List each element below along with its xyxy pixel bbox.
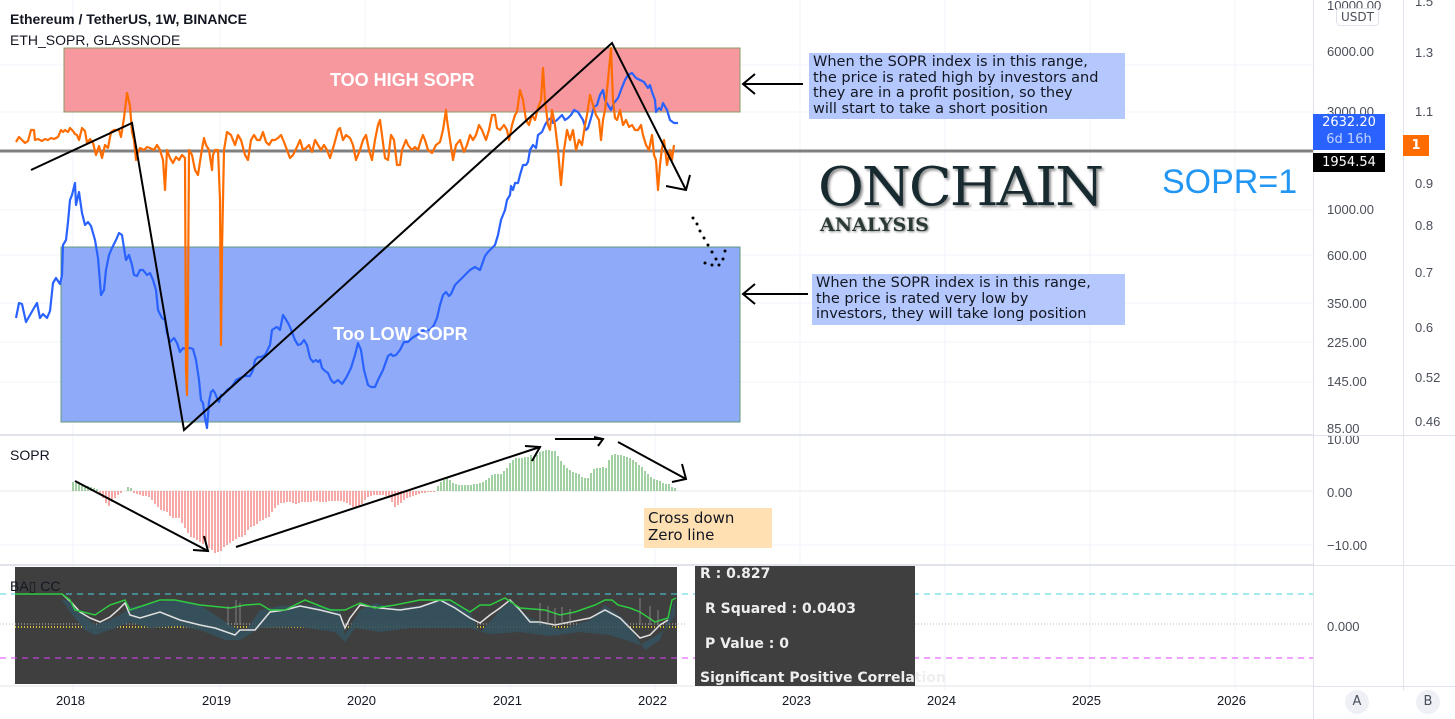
time-tick: 2023 xyxy=(782,693,811,708)
sopr-tick: 0.9 xyxy=(1415,176,1434,191)
too-high-zone xyxy=(63,47,741,113)
sopr-axis[interactable]: 1.5 1.3 1.1 0.9 0.8 0.7 0.6 0.52 0.46 xyxy=(1403,0,1455,690)
note-line: When the SOPR index is in this range, xyxy=(813,54,1088,70)
too-high-label: TOO HIGH SOPR xyxy=(330,70,475,90)
chart-canvas[interactable] xyxy=(0,0,1313,690)
p-value: P Value : 0 xyxy=(705,636,789,652)
sopr-tick: 0.8 xyxy=(1415,218,1434,233)
price-line xyxy=(14,71,678,430)
sopr-value-tag: 1 xyxy=(1403,135,1429,156)
sopr-tick: 1.1 xyxy=(1415,104,1434,119)
time-tick: 2024 xyxy=(927,693,956,708)
price-tick: 225.00 xyxy=(1327,335,1367,350)
dotted-arrow-icon xyxy=(691,216,727,267)
residual-spikes xyxy=(227,598,659,625)
sopr-tick: 0.46 xyxy=(1415,414,1441,429)
pointer-icon xyxy=(685,617,695,633)
line-price-tag: 1954.54 xyxy=(1313,153,1385,172)
note-line: When the SOPR index is in this range, xyxy=(816,275,1091,291)
oscillator-trend-arrows xyxy=(74,436,688,553)
sopr-line xyxy=(15,46,676,397)
note-line: Zero line xyxy=(648,526,715,544)
trend-lines xyxy=(30,41,691,432)
too-low-label: Too LOW SOPR xyxy=(333,324,468,344)
time-tick: 2020 xyxy=(347,693,376,708)
onchain-logo: ONCHAIN xyxy=(818,156,1104,219)
correlation-pane-tick: 0.000 xyxy=(1327,619,1360,634)
sopr-histogram xyxy=(72,450,676,553)
auto-scale-button[interactable]: A xyxy=(1345,690,1369,714)
sopr-pane-tick: 0.00 xyxy=(1327,485,1353,500)
note-line: Cross down xyxy=(648,509,735,527)
note-line: will start to take a short position xyxy=(813,100,1048,117)
note-line: the price is rated high by investors and xyxy=(813,69,1099,86)
price-tick: 600.00 xyxy=(1327,248,1367,263)
note-line: they are in a profit position, so they xyxy=(813,85,1073,101)
cross-down-note: Cross down Zero line xyxy=(644,508,772,548)
time-tick: 2019 xyxy=(202,693,231,708)
time-tick: 2021 xyxy=(493,693,522,708)
price-tick: 145.00 xyxy=(1327,374,1367,389)
sopr-tick: 0.6 xyxy=(1415,320,1434,335)
price-tick: 1000.00 xyxy=(1327,202,1374,217)
current-price-tag: 2632.20 6d 16h xyxy=(1313,114,1385,150)
price-tick: 85.00 xyxy=(1327,421,1360,436)
overlay-legend[interactable]: ETH_SOPR, GLASSNODE xyxy=(10,32,181,48)
left-arrow-icon xyxy=(741,73,803,95)
bar-countdown: 6d 16h xyxy=(1326,132,1372,147)
scale-b-button[interactable]: B xyxy=(1416,690,1440,714)
note-line: investors, they will take long position xyxy=(816,306,1087,322)
sopr-tick: 0.7 xyxy=(1415,265,1434,280)
price-tick: 6000.00 xyxy=(1327,44,1374,59)
sopr-tick: 0.52 xyxy=(1415,370,1441,385)
time-tick: 2026 xyxy=(1217,693,1246,708)
time-tick: 2018 xyxy=(56,693,85,708)
sopr-pane-title[interactable]: SOPR xyxy=(10,447,50,463)
note-line: the price is rated very low by xyxy=(816,290,1029,307)
correlation-pane-title[interactable]: BA▯ CC xyxy=(10,578,61,594)
sopr-tick: 1.3 xyxy=(1415,45,1434,60)
time-tick: 2022 xyxy=(638,693,667,708)
left-arrow-icon xyxy=(741,283,808,305)
low-zone-note: When the SOPR index is in this range, th… xyxy=(812,274,1125,325)
price-axis[interactable]: 10000.00 6000.00 3000.00 1000.00 600.00 … xyxy=(1313,0,1404,719)
too-low-zone xyxy=(60,246,741,423)
price-tick: 350.00 xyxy=(1327,296,1367,311)
current-price: 2632.20 xyxy=(1322,115,1376,130)
r-value: R : 0.827 xyxy=(700,566,771,582)
r-squared-value: R Squared : 0.0403 xyxy=(705,601,856,617)
sopr-tick: 1.5 xyxy=(1415,0,1434,9)
sopr-equals-one-label: SOPR=1 xyxy=(1162,163,1298,201)
chart-legend-title[interactable]: Ethereum / TetherUS, 1W, BINANCE xyxy=(10,11,248,27)
correlation-verdict: Significant Positive Correlation xyxy=(700,670,946,686)
currency-badge[interactable]: USDT xyxy=(1336,8,1379,26)
analysis-logo: ANALYSIS xyxy=(820,214,929,236)
time-tick: 2025 xyxy=(1072,693,1101,708)
sopr-pane-tick: −10.00 xyxy=(1327,538,1368,553)
high-zone-note: When the SOPR index is in this range, th… xyxy=(809,53,1125,119)
correlation-stats-panel: R : 0.827 R Squared : 0.0403 P Value : 0… xyxy=(695,566,946,686)
